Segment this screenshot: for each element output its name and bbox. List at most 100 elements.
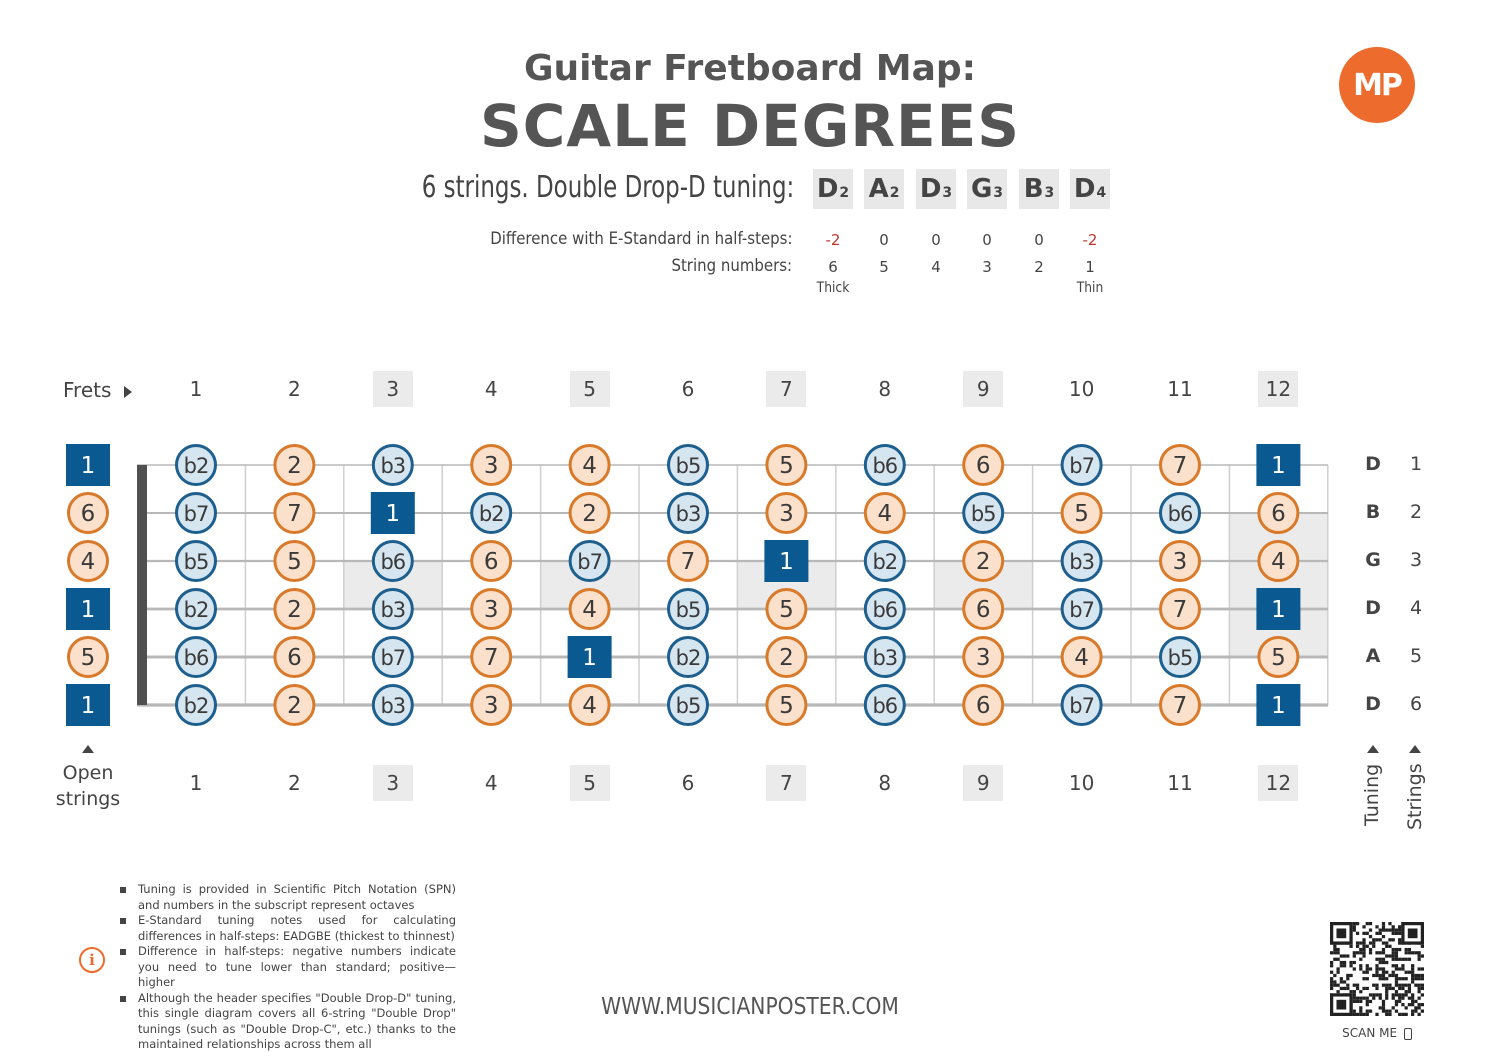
svg-text:b3: b3 — [676, 502, 701, 526]
fret-number: 2 — [288, 377, 301, 401]
scale-degree-note: 3 — [470, 444, 513, 486]
triangle-up-icon — [1367, 745, 1379, 753]
scale-degree-note: 4 — [67, 540, 109, 582]
scale-degree-note: b2 — [863, 540, 906, 582]
string-number-value: 5 — [879, 258, 889, 276]
fret-number: 10 — [1068, 771, 1095, 795]
fret-number: 1 — [189, 377, 203, 401]
scale-degree-note: b3 — [667, 492, 709, 534]
root-note: 1 — [66, 444, 110, 486]
svg-text:b2: b2 — [479, 502, 504, 526]
info-icon: i — [79, 947, 105, 973]
scale-degree-note: b7 — [175, 492, 217, 534]
root-note: 1 — [567, 636, 612, 678]
svg-text:7: 7 — [1173, 597, 1188, 623]
svg-text:b5: b5 — [676, 694, 701, 718]
svg-text:2: 2 — [287, 453, 302, 479]
scale-degree-note: b7 — [568, 540, 611, 582]
scan-me-label: SCAN ME — [1330, 1026, 1424, 1040]
svg-text:b5: b5 — [676, 454, 701, 478]
scale-degree-note: 6 — [1257, 492, 1300, 534]
svg-text:2: 2 — [582, 501, 597, 527]
string-number: 2 — [1409, 501, 1423, 523]
svg-text:b2: b2 — [184, 598, 209, 622]
svg-text:4: 4 — [582, 693, 597, 719]
svg-text:b7: b7 — [1069, 598, 1094, 622]
fret-number: 6 — [681, 377, 695, 401]
tuning-note-letter: G — [970, 174, 993, 204]
root-note: 1 — [1256, 588, 1301, 630]
tuning-axis-label: Tuning — [1361, 763, 1383, 826]
scale-degree-note: 7 — [273, 492, 316, 534]
svg-text:2: 2 — [287, 693, 302, 719]
scale-degree-note: b2 — [175, 684, 217, 726]
svg-text:1: 1 — [779, 549, 794, 575]
musicianposter-logo[interactable]: MP — [1339, 47, 1415, 123]
svg-text:5: 5 — [1074, 501, 1089, 527]
diff-value: 0 — [982, 231, 992, 249]
scale-degree-note: 6 — [273, 636, 316, 678]
scale-degree-note: 2 — [962, 540, 1005, 582]
root-note: 1 — [1256, 684, 1301, 726]
svg-text:3: 3 — [779, 501, 794, 527]
scale-degree-note: b2 — [175, 444, 217, 486]
scale-degree-note: 4 — [568, 588, 611, 630]
svg-text:6: 6 — [976, 453, 991, 479]
fret-number: 4 — [484, 771, 498, 795]
note-item: Difference in half-steps: negative numbe… — [118, 944, 456, 991]
svg-text:6: 6 — [1271, 501, 1286, 527]
fret-number: 2 — [288, 771, 301, 795]
fret-number: 3 — [372, 371, 413, 407]
svg-text:4: 4 — [582, 597, 597, 623]
svg-text:5: 5 — [779, 453, 794, 479]
svg-text:4: 4 — [1074, 645, 1089, 671]
tuning-note-letter: A — [868, 174, 889, 204]
triangle-right-icon — [123, 385, 132, 398]
svg-text:1: 1 — [81, 597, 96, 623]
thin-label: Thin — [1076, 280, 1104, 296]
scale-degree-note: b6 — [175, 636, 217, 678]
tuning-note-octave: 3 — [942, 185, 953, 201]
scale-degree-note: b6 — [863, 684, 906, 726]
svg-text:5: 5 — [779, 597, 794, 623]
diff-value: 0 — [931, 231, 941, 249]
svg-text:1: 1 — [81, 693, 96, 719]
scale-degree-note: 2 — [568, 492, 611, 534]
scale-degree-note: 2 — [273, 588, 316, 630]
tuning-note-letter: B — [1023, 174, 1044, 204]
scale-degree-note: b6 — [371, 540, 414, 582]
scale-degree-note: 6 — [962, 684, 1005, 726]
svg-text:3: 3 — [976, 645, 991, 671]
scale-degree-note: 5 — [765, 444, 808, 486]
root-note: 1 — [764, 540, 809, 582]
svg-text:7: 7 — [1173, 693, 1188, 719]
phone-icon — [1403, 1027, 1412, 1040]
string-tuning-name: G — [1365, 549, 1381, 571]
fret-number: 12 — [1258, 371, 1299, 407]
tuning-note-octave: 3 — [993, 185, 1004, 201]
fret-number: 9 — [963, 765, 1004, 801]
scale-degree-note: b6 — [863, 444, 906, 486]
svg-text:b5: b5 — [1168, 646, 1193, 670]
scale-degree-note: 4 — [1060, 636, 1103, 678]
title-line-2: SCALE DEGREES — [479, 92, 1021, 160]
svg-text:6: 6 — [976, 597, 991, 623]
qr-code[interactable] — [1330, 922, 1424, 1016]
string-number: 5 — [1409, 645, 1423, 667]
string-number-value: 6 — [828, 258, 838, 276]
scale-degree-note: b7 — [1060, 588, 1103, 630]
svg-text:5: 5 — [779, 693, 794, 719]
scale-degree-note: 5 — [273, 540, 316, 582]
scale-degree-note: 5 — [1060, 492, 1103, 534]
scale-degree-note: b2 — [175, 588, 217, 630]
svg-text:2: 2 — [779, 645, 794, 671]
svg-text:b2: b2 — [184, 454, 209, 478]
website-link[interactable]: WWW.MUSICIANPOSTER.COM — [601, 994, 899, 1020]
svg-text:b7: b7 — [380, 646, 405, 670]
string-numbers-label: String numbers: — [671, 256, 792, 276]
scale-degree-note: b5 — [667, 444, 709, 486]
